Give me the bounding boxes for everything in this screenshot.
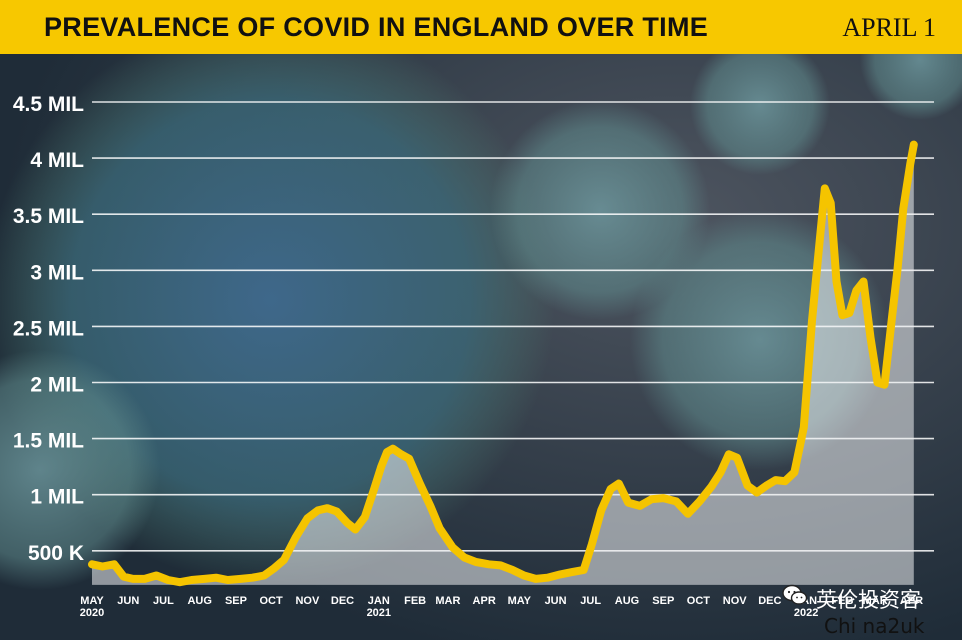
y-tick-label: 4 MIL — [30, 149, 84, 172]
x-tick-label: NOV — [723, 595, 748, 607]
watermark-en-text: Chi na2uk — [824, 614, 925, 638]
x-tick-label: SEP — [652, 595, 674, 607]
series-line — [88, 140, 918, 587]
x-tick-label: APR — [473, 595, 496, 607]
watermark-cn-text: 英伦投资客 — [816, 588, 921, 612]
x-tick-label: SEP — [225, 595, 247, 607]
x-tick-label: MAY — [508, 595, 532, 607]
y-tick-label: 3 MIL — [30, 261, 84, 284]
y-tick-label: 2.5 MIL — [13, 317, 84, 340]
y-tick-label: 500 K — [28, 542, 84, 565]
y-tick-label: 4.5 MIL — [13, 93, 84, 116]
series-area — [92, 144, 914, 585]
x-tick-label: DEC — [758, 595, 781, 607]
x-tick-label: NOV — [295, 595, 320, 607]
x-tick-label: DEC — [331, 595, 354, 607]
x-tick-label: MAR — [435, 595, 460, 607]
chart-title: PREVALENCE OF COVID IN ENGLAND OVER TIME — [44, 12, 709, 42]
watermark: 英伦投资客 Chi na2uk — [782, 580, 962, 640]
x-tick-year-label: 2022 — [794, 607, 818, 619]
x-tick-label: FEB — [404, 595, 426, 607]
x-tick-label: JAN — [368, 595, 390, 607]
y-axis-ticks: 500 K 1 MIL 1.5 MIL 2 MIL 2.5 MIL 3 MIL 3.5 MI… — [13, 93, 84, 565]
area-layer — [92, 144, 914, 585]
x-tick-label: JUL — [580, 595, 601, 607]
x-tick-label: APR — [900, 595, 923, 607]
x-tick-label: OCT — [259, 595, 283, 607]
x-tick-label: JUN — [545, 595, 567, 607]
y-tick-label: 2 MIL — [30, 374, 84, 397]
y-tick-label: 3.5 MIL — [13, 205, 84, 228]
x-tick-label: JUN — [117, 595, 139, 607]
y-tick-label: 1 MIL — [30, 486, 84, 509]
date-label: APRIL 1 — [842, 13, 936, 42]
y-tick-label: 1.5 MIL — [13, 430, 84, 453]
x-tick-label: AUG — [187, 595, 211, 607]
x-tick-year-label: 2020 — [80, 607, 104, 619]
x-tick-label: AUG — [615, 595, 639, 607]
x-tick-label: OCT — [687, 595, 711, 607]
line-layer — [88, 140, 918, 587]
x-tick-label: MAY — [80, 595, 104, 607]
x-tick-label: MAR — [863, 595, 888, 607]
x-tick-year-label: 2021 — [367, 607, 391, 619]
x-tick-label: FEB — [831, 595, 853, 607]
x-tick-label: JUL — [153, 595, 174, 607]
header-bar: PREVALENCE OF COVID IN ENGLAND OVER TIME… — [0, 0, 962, 54]
wechat-logo-icon — [782, 584, 808, 605]
